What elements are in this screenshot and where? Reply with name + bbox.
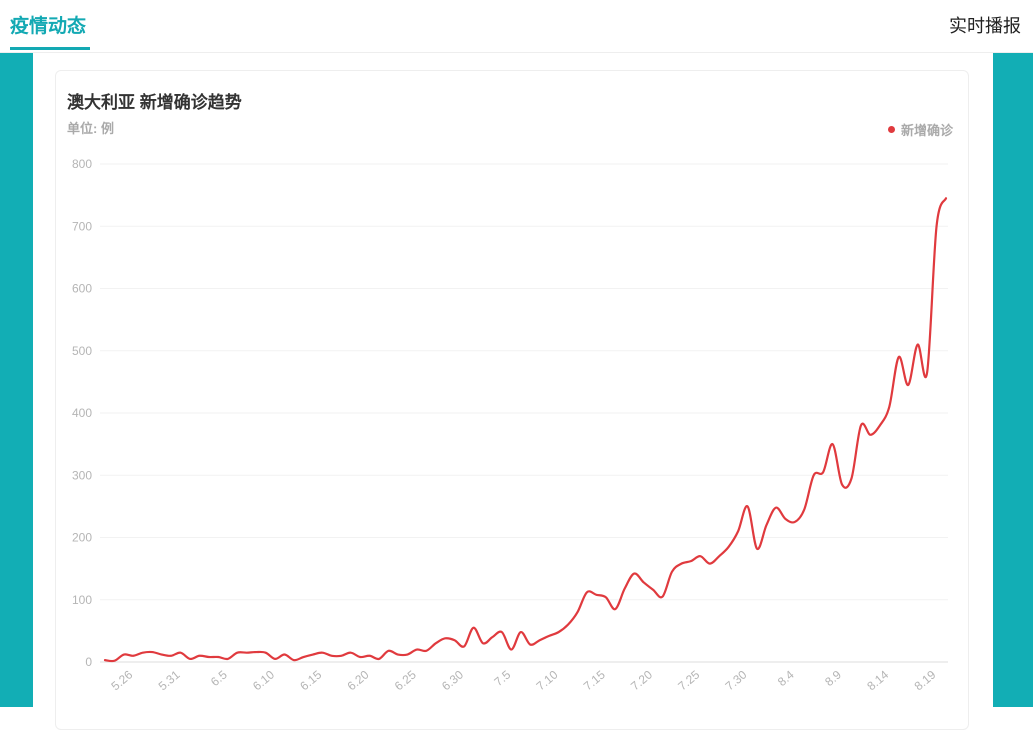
y-tick-label: 800 <box>72 157 92 171</box>
x-tick-label: 6.30 <box>439 667 466 693</box>
x-tick-label: 6.20 <box>345 667 372 693</box>
active-tab-indicator <box>10 47 90 50</box>
x-tick-label: 7.25 <box>675 667 702 693</box>
y-tick-label: 400 <box>72 406 92 420</box>
y-tick-label: 700 <box>72 219 92 233</box>
x-tick-label: 5.26 <box>108 667 135 693</box>
y-tick-label: 500 <box>72 344 92 358</box>
x-tick-label: 6.10 <box>250 667 277 693</box>
x-tick-label: 7.10 <box>534 667 561 693</box>
x-tick-label: 7.15 <box>581 667 608 693</box>
x-tick-label: 8.19 <box>912 667 939 693</box>
y-tick-label: 300 <box>72 468 92 482</box>
legend-marker <box>887 126 895 133</box>
chart-title: 澳大利亚 新增确诊趋势 <box>67 93 242 112</box>
x-tick-label: 8.4 <box>775 667 797 689</box>
line-chart: 0 100 200 300 400 500 600 700 800 5.26 5.31 6.5 6.10… <box>72 157 948 693</box>
x-tick-label: 6.5 <box>208 667 230 689</box>
top-tab-bar: 疫情动态 实时播报 <box>0 0 1033 53</box>
chart-card <box>55 70 969 730</box>
x-tick-label: 8.9 <box>822 667 844 689</box>
x-tick-label: 7.5 <box>491 667 513 689</box>
y-tick-label: 200 <box>72 531 92 545</box>
chart-unit-label: 单位: 例 <box>67 121 114 136</box>
x-tick-label: 7.20 <box>628 667 655 693</box>
chart-legend[interactable]: 新增确诊 <box>887 120 953 139</box>
legend-label: 新增确诊 <box>900 123 953 138</box>
x-tick-label: 5.31 <box>156 667 183 693</box>
y-tick-label: 600 <box>72 282 92 296</box>
y-tick-label: 100 <box>72 593 92 607</box>
right-side-panel <box>993 53 1033 707</box>
y-tick-label: 0 <box>85 655 92 669</box>
x-tick-label: 6.25 <box>392 667 419 693</box>
x-tick-label: 7.30 <box>723 667 750 693</box>
x-tick-label: 8.14 <box>864 667 891 693</box>
x-tick-label: 6.15 <box>297 667 324 693</box>
tab-live-broadcast[interactable]: 实时播报 <box>949 16 1021 36</box>
tab-epidemic-news[interactable]: 疫情动态 <box>10 16 87 37</box>
left-side-panel <box>0 53 33 707</box>
series-line-new-confirmed <box>103 197 948 663</box>
